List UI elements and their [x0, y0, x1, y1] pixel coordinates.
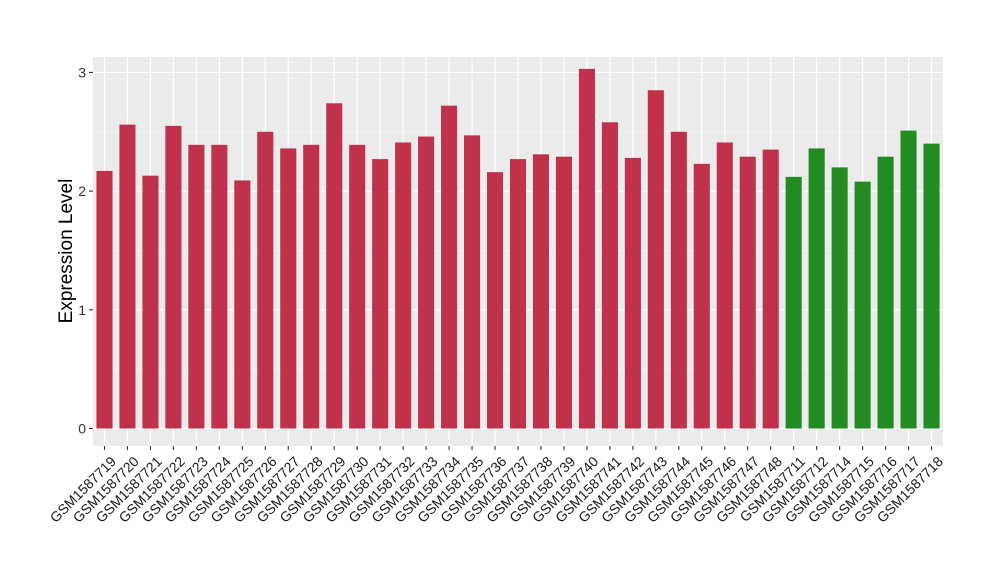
bar	[165, 125, 182, 429]
y-tick-label: 1	[78, 302, 86, 318]
bar	[739, 156, 756, 429]
bar	[854, 181, 871, 429]
bars	[96, 68, 940, 429]
bar	[831, 167, 848, 429]
bar	[762, 149, 779, 429]
bar	[877, 156, 894, 429]
y-axis: 0 1 2 3	[78, 64, 93, 437]
bar	[395, 142, 412, 429]
bar	[464, 135, 481, 429]
y-tick-label: 0	[78, 421, 86, 437]
bar	[900, 130, 917, 429]
bar	[188, 144, 205, 429]
bar	[693, 163, 710, 429]
bar	[349, 144, 366, 429]
bar	[647, 90, 664, 429]
bar	[624, 157, 641, 429]
bar	[441, 105, 458, 429]
bar	[578, 68, 595, 429]
bar	[142, 175, 159, 429]
bar	[119, 124, 136, 429]
bar	[509, 159, 527, 429]
bar	[486, 172, 504, 429]
bar	[808, 148, 825, 429]
bar	[303, 144, 320, 429]
bar	[555, 156, 572, 429]
bar	[96, 170, 113, 429]
bar	[670, 131, 687, 429]
y-axis-label: Expression Level	[56, 179, 77, 324]
bar	[601, 122, 618, 429]
bar	[716, 142, 733, 429]
bar	[211, 144, 228, 429]
y-tick-label: 2	[78, 183, 86, 199]
bar	[234, 180, 251, 429]
bar	[532, 154, 550, 429]
bar	[372, 159, 389, 429]
x-axis: GSM1587719GSM1587720GSM1587721GSM1587722…	[47, 446, 946, 526]
y-tick-label: 3	[78, 64, 86, 80]
bar	[923, 143, 940, 429]
bar	[326, 103, 343, 429]
bar	[418, 136, 435, 429]
bar	[257, 131, 274, 429]
bar	[280, 148, 297, 429]
bar	[785, 176, 802, 429]
